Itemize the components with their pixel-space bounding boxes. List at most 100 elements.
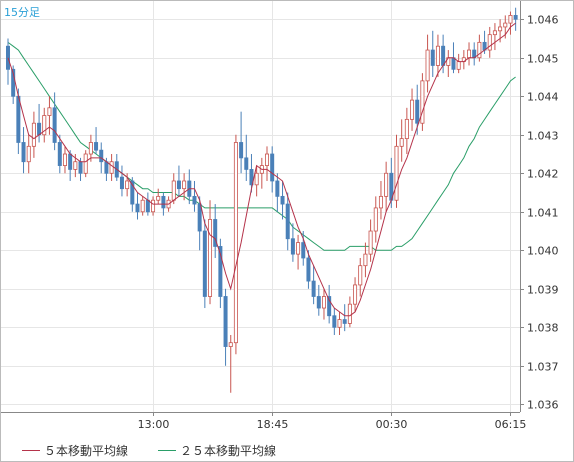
candle-body xyxy=(62,153,67,166)
plot-area xyxy=(0,0,520,412)
candle-body xyxy=(280,195,285,205)
candle-body xyxy=(88,142,93,155)
candles xyxy=(6,7,518,393)
candle-body xyxy=(249,169,254,186)
x-tick-label: 13:00 xyxy=(138,418,170,431)
candle-body xyxy=(368,230,373,255)
candle-body xyxy=(270,153,275,182)
candle-body xyxy=(373,207,378,232)
candle-body xyxy=(378,195,383,209)
y-tick-label: 1.040 xyxy=(527,245,559,258)
candle-body xyxy=(171,180,176,201)
candle-body xyxy=(467,49,472,59)
candle-body xyxy=(26,145,31,163)
candle-body xyxy=(78,161,83,174)
candle-body xyxy=(321,296,326,309)
candle-body xyxy=(57,142,62,166)
candle-body xyxy=(218,246,223,297)
candle-body xyxy=(503,22,508,28)
candle-body xyxy=(182,180,187,190)
y-tick-label: 1.044 xyxy=(527,91,559,104)
candle-body xyxy=(492,30,497,36)
candle-body xyxy=(130,180,135,205)
candle-body xyxy=(109,161,114,174)
candle-body xyxy=(399,138,404,147)
candle-body xyxy=(244,157,249,170)
candle-body xyxy=(456,61,461,70)
candle-body xyxy=(119,176,124,190)
candle-body xyxy=(233,142,238,344)
candle-body xyxy=(337,319,342,328)
candle-body xyxy=(425,49,430,82)
x-tick-label: 06:15 xyxy=(495,418,527,431)
y-tick-label: 1.039 xyxy=(527,284,559,297)
legend-ma25-swatch xyxy=(158,450,176,451)
candle-body xyxy=(353,284,358,305)
candle-body xyxy=(16,95,21,143)
candle-body xyxy=(477,41,482,59)
timeframe-label: 15分足 xyxy=(4,6,40,19)
candle-body xyxy=(394,145,399,201)
candle-body xyxy=(161,195,166,209)
candle-body xyxy=(290,238,295,255)
y-axis-labels: 1.046 1.045 1.044 1.043 1.042 1.041 1.040 1.039… xyxy=(527,14,559,412)
candle-body xyxy=(192,195,197,205)
x-tick-label: 18:45 xyxy=(257,418,289,431)
legend-ma5: ５本移動平均線 xyxy=(22,442,128,459)
legend-ma25: ２５本移動平均線 xyxy=(158,442,276,459)
y-tick-label: 1.037 xyxy=(527,361,559,374)
legend-ma5-swatch xyxy=(22,450,40,451)
candle-body xyxy=(47,107,52,116)
y-tick-label: 1.041 xyxy=(527,207,559,220)
candle-body xyxy=(11,68,16,97)
candle-body xyxy=(140,199,145,213)
candle-body xyxy=(135,203,140,213)
candle-body xyxy=(420,80,425,124)
y-tick-label: 1.036 xyxy=(527,399,559,412)
candle-body xyxy=(415,99,420,124)
candle-body xyxy=(31,122,36,147)
candle-body xyxy=(151,199,156,213)
ma5-layer xyxy=(7,22,516,317)
candle-body xyxy=(296,242,301,255)
candle-body xyxy=(223,296,228,347)
candle-body xyxy=(145,199,150,213)
candle-body xyxy=(228,342,233,347)
grid xyxy=(0,0,520,412)
candle-body xyxy=(342,319,347,324)
y-tick-label: 1.045 xyxy=(527,53,559,66)
legend: ５本移動平均線 ２５本移動平均線 xyxy=(0,434,574,462)
candle-body xyxy=(202,230,207,297)
candle-body xyxy=(264,153,269,166)
candle-body xyxy=(384,172,389,197)
candle-body xyxy=(441,45,446,66)
candle-body xyxy=(156,195,161,201)
candle-body xyxy=(94,142,99,151)
legend-ma5-label: ５本移動平均線 xyxy=(44,444,129,458)
y-tick-label: 1.038 xyxy=(527,322,559,335)
y-tick-label: 1.042 xyxy=(527,168,559,181)
candle-body xyxy=(239,142,244,159)
candle-body xyxy=(285,203,290,240)
candle-body xyxy=(508,15,513,24)
candle-body xyxy=(316,296,321,309)
candle-body xyxy=(275,180,280,197)
candle-body xyxy=(327,296,332,317)
x-tick-label: 00:30 xyxy=(376,418,408,431)
y-tick-label: 1.046 xyxy=(527,14,559,27)
candle-body xyxy=(306,257,311,282)
candle-body xyxy=(176,180,181,190)
candle-body xyxy=(430,49,435,66)
candle-body xyxy=(37,122,42,136)
y-tick-label: 1.043 xyxy=(527,130,559,143)
candle-body xyxy=(311,280,316,297)
candle-body xyxy=(451,57,456,70)
candle-body xyxy=(104,161,109,174)
candle-body xyxy=(254,172,259,186)
candle-body xyxy=(513,15,518,20)
candle-body xyxy=(358,265,363,286)
candle-body xyxy=(6,45,11,70)
candle-body xyxy=(68,153,73,170)
candle-body xyxy=(347,303,352,324)
candle-body xyxy=(213,219,218,247)
